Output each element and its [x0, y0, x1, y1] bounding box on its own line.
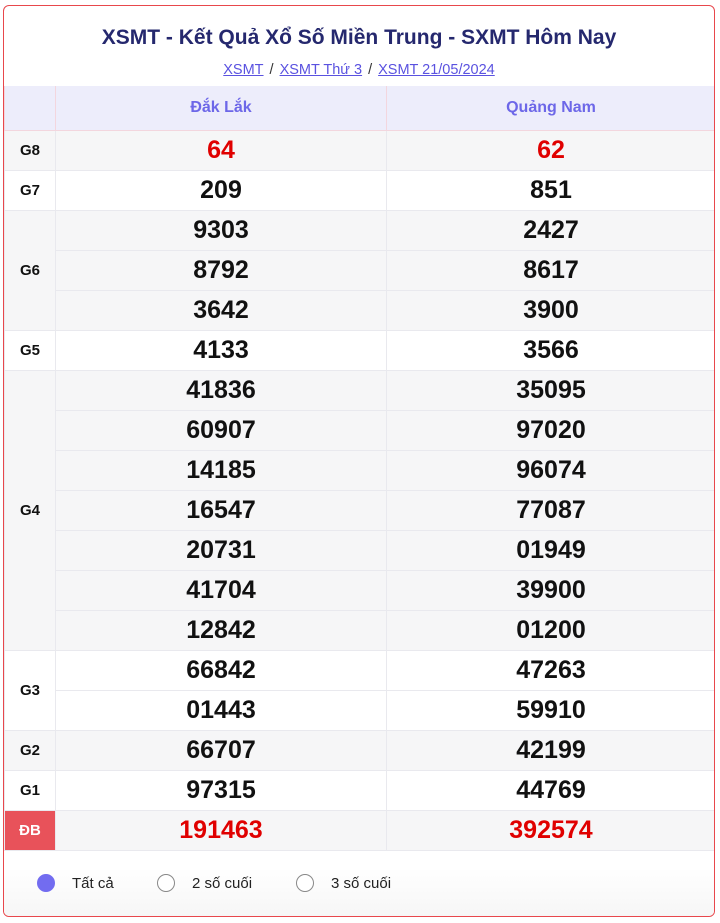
prize-label: G1 [4, 770, 56, 811]
prize-number: 16547 [55, 490, 387, 531]
table-row: 3642 3900 [5, 290, 714, 331]
prize-number: 41704 [55, 570, 387, 611]
table-row: 20731 01949 [5, 530, 714, 571]
prize-number: 77087 [386, 490, 714, 531]
page-title: XSMT - Kết Quả Xổ Số Miền Trung - SXMT H… [101, 26, 617, 49]
breadcrumb-xsmt[interactable]: XSMT [223, 62, 264, 78]
prize-number: 97020 [386, 410, 714, 451]
prize-number: 64 [55, 130, 387, 171]
prize-number: 14185 [55, 450, 387, 491]
results-card: XSMT - Kết Quả Xổ Số Miền Trung - SXMT H… [3, 5, 715, 917]
table-row: 14185 96074 [5, 450, 714, 491]
table-row: 60907 97020 [5, 410, 714, 451]
prize-number: 66842 [55, 650, 387, 691]
province-header: Quảng Nam [386, 86, 714, 131]
table-row: G1 97315 44769 [4, 770, 714, 811]
prize-number: 62 [386, 130, 714, 171]
filter-last-2[interactable]: 2 số cuối [157, 874, 252, 892]
table-row: G4 41836 35095 [4, 370, 714, 651]
prize-label: G2 [4, 730, 56, 771]
table-row: 16547 77087 [5, 490, 714, 531]
table-row: 41704 39900 [5, 570, 714, 611]
prize-label: G8 [4, 130, 56, 171]
prize-number: 12842 [55, 610, 387, 651]
radio-selected-icon[interactable] [37, 874, 55, 892]
prize-number: 66707 [55, 730, 387, 771]
prize-number: 44769 [386, 770, 714, 811]
table-row: G8 64 62 [4, 130, 714, 171]
prize-number: 8792 [55, 250, 387, 291]
prize-number: 01200 [386, 610, 714, 651]
prize-label: ĐB [4, 810, 56, 851]
prize-label: G6 [4, 210, 56, 331]
breadcrumb-xsmt-thu-3[interactable]: XSMT Thứ 3 [279, 62, 363, 78]
radio-icon[interactable] [296, 874, 314, 892]
prize-number: 01949 [386, 530, 714, 571]
prize-number: 20731 [55, 530, 387, 571]
prize-number: 41836 [55, 370, 387, 411]
prize-number: 01443 [55, 690, 387, 731]
table-row: G6 9303 2427 [4, 210, 714, 331]
prize-number: 39900 [386, 570, 714, 611]
province-header: Đắk Lắk [55, 86, 387, 131]
prize-number: 8617 [386, 250, 714, 291]
prize-number: 4133 [55, 330, 387, 371]
table-row: G3 66842 47263 [4, 650, 714, 731]
prize-label: G4 [4, 370, 56, 651]
breadcrumb-separator: / [368, 62, 373, 78]
prize-label: G3 [4, 650, 56, 731]
filter-all[interactable]: Tất cả [37, 874, 114, 892]
breadcrumb: XSMT / XSMT Thứ 3 / XSMT 21/05/2024 [4, 62, 714, 78]
prize-number: 3642 [55, 290, 387, 331]
filter-label: 2 số cuối [192, 874, 253, 892]
table-row: 12842 01200 [5, 610, 714, 651]
prize-number: 392574 [386, 810, 714, 851]
prize-number: 42199 [386, 730, 714, 771]
table-row: 8792 8617 [5, 250, 714, 291]
table-row: ĐB 191463 392574 [4, 810, 714, 851]
prize-number: 2427 [386, 210, 714, 251]
table-row: G5 4133 3566 [4, 330, 714, 371]
prize-number: 35095 [386, 370, 714, 411]
prize-number: 3566 [386, 330, 714, 371]
table-row: 01443 59910 [5, 690, 714, 731]
filter-label: Tất cả [72, 874, 114, 892]
table-row: G2 66707 42199 [4, 730, 714, 771]
radio-icon[interactable] [157, 874, 175, 892]
prize-number: 851 [386, 170, 714, 211]
breadcrumb-separator: / [269, 62, 274, 78]
header-row: Đắk Lắk Quảng Nam [4, 86, 714, 131]
prize-number: 97315 [55, 770, 387, 811]
results-table: Đắk Lắk Quảng Nam G8 64 62 G7 209 851 G6 9303 24… [4, 86, 714, 851]
table-row: G7 209 851 [4, 170, 714, 211]
prize-number: 9303 [55, 210, 387, 251]
prize-label: G5 [4, 330, 56, 371]
prize-number: 47263 [386, 650, 714, 691]
prize-number: 60907 [55, 410, 387, 451]
prize-label: G7 [4, 170, 56, 211]
digit-filter: Tất cả 2 số cuối 3 số cuối [4, 868, 714, 916]
filter-last-3[interactable]: 3 số cuối [296, 874, 391, 892]
prize-number: 3900 [386, 290, 714, 331]
breadcrumb-date[interactable]: XSMT 21/05/2024 [378, 62, 495, 78]
prize-number: 191463 [55, 810, 387, 851]
prize-header [4, 86, 56, 131]
prize-number: 96074 [386, 450, 714, 491]
prize-number: 59910 [386, 690, 714, 731]
prize-number: 209 [55, 170, 387, 211]
filter-label: 3 số cuối [331, 874, 392, 892]
